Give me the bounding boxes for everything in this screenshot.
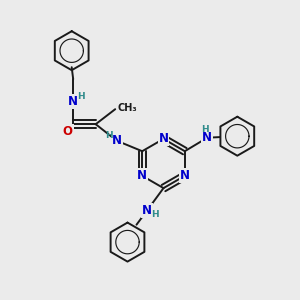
Text: N: N: [137, 169, 147, 182]
Text: H: H: [77, 92, 85, 101]
Text: N: N: [68, 95, 78, 108]
Text: N: N: [202, 131, 212, 144]
Text: N: N: [180, 169, 190, 182]
Text: O: O: [63, 125, 73, 138]
Text: N: N: [112, 134, 122, 147]
Text: H: H: [152, 210, 159, 219]
Text: H: H: [201, 125, 209, 134]
Text: N: N: [142, 204, 152, 217]
Text: H: H: [105, 131, 113, 140]
Text: CH₃: CH₃: [118, 103, 137, 113]
Text: N: N: [158, 132, 169, 146]
